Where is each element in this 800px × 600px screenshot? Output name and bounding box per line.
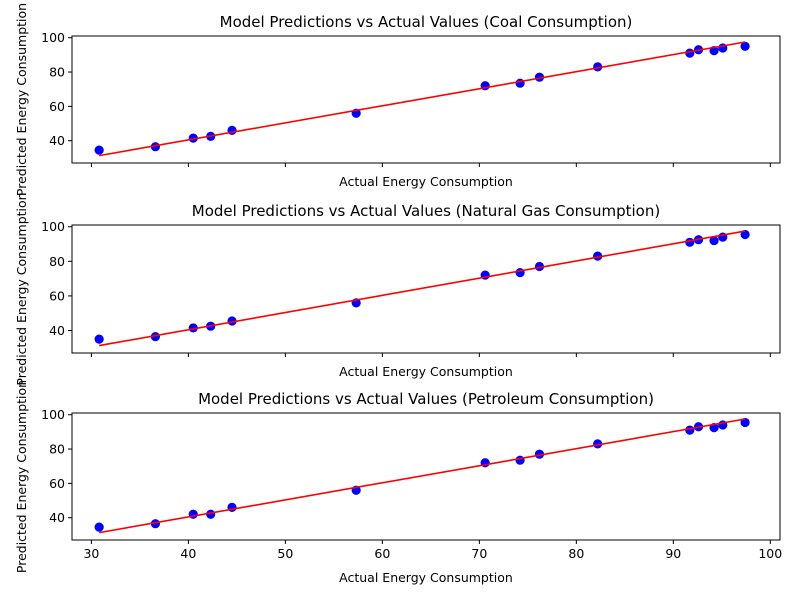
data-point bbox=[593, 251, 603, 261]
y-tick-label: 80 bbox=[49, 442, 65, 457]
plot-frame bbox=[71, 412, 781, 541]
fit-line bbox=[99, 41, 746, 157]
y-tick-label: 40 bbox=[49, 323, 65, 338]
data-point bbox=[740, 41, 750, 51]
x-tick-label: 50 bbox=[277, 546, 293, 561]
data-point bbox=[94, 334, 104, 344]
data-point bbox=[515, 267, 525, 278]
data-point bbox=[709, 235, 719, 246]
y-axis-label: Predicted Energy Consumption bbox=[14, 192, 29, 385]
y-tick-label: 100 bbox=[41, 407, 65, 422]
x-tick-label: 30 bbox=[83, 546, 99, 561]
data-point bbox=[150, 519, 161, 529]
x-tick-label: 100 bbox=[758, 546, 782, 561]
data-point bbox=[94, 522, 104, 532]
chart-title: Model Predictions vs Actual Values (Natu… bbox=[192, 202, 660, 220]
y-tick-label: 80 bbox=[49, 254, 65, 269]
data-point bbox=[593, 62, 603, 72]
data-point bbox=[94, 145, 104, 155]
y-axis-label: Predicted Energy Consumption bbox=[14, 3, 29, 196]
data-point bbox=[685, 237, 695, 247]
y-tick-label: 40 bbox=[49, 510, 65, 525]
x-axis-label: Actual Energy Consumption bbox=[339, 174, 513, 189]
data-point bbox=[188, 509, 198, 519]
data-point bbox=[188, 133, 198, 143]
x-tick-label: 60 bbox=[374, 546, 390, 561]
y-tick-label: 40 bbox=[49, 133, 65, 148]
y-axis-label: Predicted Energy Consumption bbox=[14, 380, 29, 573]
y-tick-label: 60 bbox=[49, 99, 65, 114]
data-point bbox=[685, 425, 695, 435]
data-point bbox=[150, 331, 161, 342]
data-point bbox=[150, 142, 161, 152]
plot-frame bbox=[71, 35, 781, 164]
y-tick-label: 100 bbox=[41, 219, 65, 234]
x-axis-label: Actual Energy Consumption bbox=[339, 364, 513, 379]
data-point bbox=[227, 316, 237, 326]
data-point bbox=[515, 78, 525, 88]
data-point bbox=[534, 449, 545, 459]
chart-title: Model Predictions vs Actual Values (Petr… bbox=[198, 390, 654, 408]
subplot-3: Model Predictions vs Actual Values (Petr… bbox=[14, 380, 782, 585]
y-tick-label: 60 bbox=[49, 476, 65, 491]
data-point bbox=[685, 48, 695, 58]
x-tick-label: 90 bbox=[665, 546, 681, 561]
x-tick-label: 40 bbox=[180, 546, 196, 561]
y-tick-label: 100 bbox=[41, 30, 65, 45]
data-point bbox=[593, 439, 603, 449]
data-point bbox=[534, 261, 545, 272]
fit-line bbox=[99, 230, 746, 347]
x-tick-label: 70 bbox=[471, 546, 487, 561]
y-tick-label: 80 bbox=[49, 65, 65, 80]
y-tick-label: 60 bbox=[49, 288, 65, 303]
data-point bbox=[515, 455, 525, 465]
chart-title: Model Predictions vs Actual Values (Coal… bbox=[220, 13, 633, 31]
subplot-2: Model Predictions vs Actual Values (Natu… bbox=[14, 192, 781, 386]
x-axis-label: Actual Energy Consumption bbox=[339, 570, 513, 585]
data-point bbox=[188, 323, 198, 333]
fit-line bbox=[99, 418, 746, 534]
x-tick-label: 80 bbox=[568, 546, 584, 561]
data-point bbox=[534, 72, 545, 82]
subplot-1: Model Predictions vs Actual Values (Coal… bbox=[14, 3, 781, 196]
plot-frame bbox=[71, 224, 781, 354]
